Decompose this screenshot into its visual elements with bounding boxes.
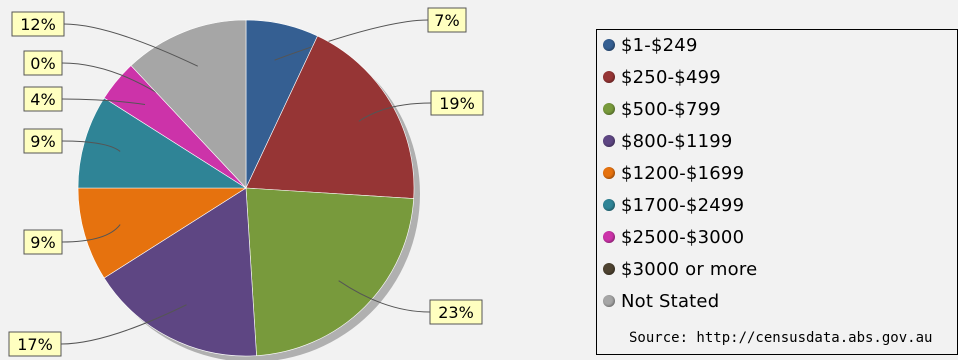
label-leader-line — [358, 102, 432, 122]
data-label-box — [429, 299, 483, 325]
data-label-box — [8, 331, 62, 357]
data-label-box — [430, 90, 484, 116]
data-label: 0% — [30, 54, 55, 73]
legend-item: $1-$249 — [603, 34, 698, 56]
data-label-box — [23, 50, 63, 76]
data-label: 12% — [20, 15, 56, 34]
legend-label: $3000 or more — [621, 258, 758, 280]
legend-swatch — [603, 103, 615, 115]
label-leader-line — [60, 304, 187, 345]
pie-slice — [77, 187, 248, 279]
pie-chart: 7% 19% 23% 17% 9% 9% 4% 0% 12% — [8, 7, 484, 360]
label-leader-line — [63, 23, 198, 67]
legend-label: $2500-$3000 — [621, 226, 745, 248]
legend-swatch — [603, 39, 615, 51]
legend-swatch — [603, 263, 615, 275]
label-leader-line — [274, 19, 429, 61]
legend-swatch — [603, 167, 615, 179]
data-label-box — [23, 229, 63, 255]
legend-label: $250-$499 — [621, 66, 721, 88]
data-label-box — [11, 11, 65, 37]
legend-item: $1200-$1699 — [603, 162, 744, 184]
data-label: 23% — [438, 303, 474, 322]
data-label-box — [23, 86, 63, 112]
legend-item: $1700-$2499 — [603, 194, 744, 216]
label-leader-line — [61, 98, 146, 105]
legend-label: $1-$249 — [621, 34, 698, 56]
legend-swatch — [603, 199, 615, 211]
pie-slice — [103, 187, 257, 357]
data-label: 4% — [30, 90, 55, 109]
legend-label: $800-$1199 — [621, 130, 733, 152]
legend-label: $1200-$1699 — [621, 162, 745, 184]
pie-slice — [245, 35, 415, 199]
legend-item: $800-$1199 — [603, 130, 733, 152]
data-label-box — [23, 128, 63, 154]
legend-item: $2500-$3000 — [603, 226, 744, 248]
legend-swatch — [603, 135, 615, 147]
label-leader-line — [61, 224, 121, 243]
legend-item: $250-$499 — [603, 66, 721, 88]
legend-item: $500-$799 — [603, 98, 721, 120]
legend: $1-$249 $250-$499 $500-$799 $800-$1199 $1200… — [596, 29, 958, 355]
data-label: 9% — [30, 233, 55, 252]
data-label: 19% — [439, 94, 475, 113]
source-note: Source: http://censusdata.abs.gov.au — [629, 330, 933, 346]
pie-slice — [245, 187, 414, 356]
pie-slice — [77, 97, 248, 189]
label-leader-line — [61, 62, 157, 93]
legend-item: Not Stated — [603, 290, 719, 312]
label-leader-line — [338, 280, 431, 313]
legend-label: Not Stated — [621, 290, 720, 312]
label-leader-line — [61, 140, 121, 152]
legend-swatch — [603, 295, 615, 307]
pie-slice — [130, 19, 247, 189]
data-label: 7% — [434, 11, 459, 30]
legend-label: $500-$799 — [621, 98, 721, 120]
legend-item: $3000 or more — [603, 258, 757, 280]
data-label: 17% — [17, 335, 53, 354]
legend-swatch — [603, 231, 615, 243]
data-label: 9% — [30, 132, 55, 151]
data-label-box — [427, 7, 467, 33]
legend-label: $1700-$2499 — [621, 194, 745, 216]
legend-swatch — [603, 71, 615, 83]
